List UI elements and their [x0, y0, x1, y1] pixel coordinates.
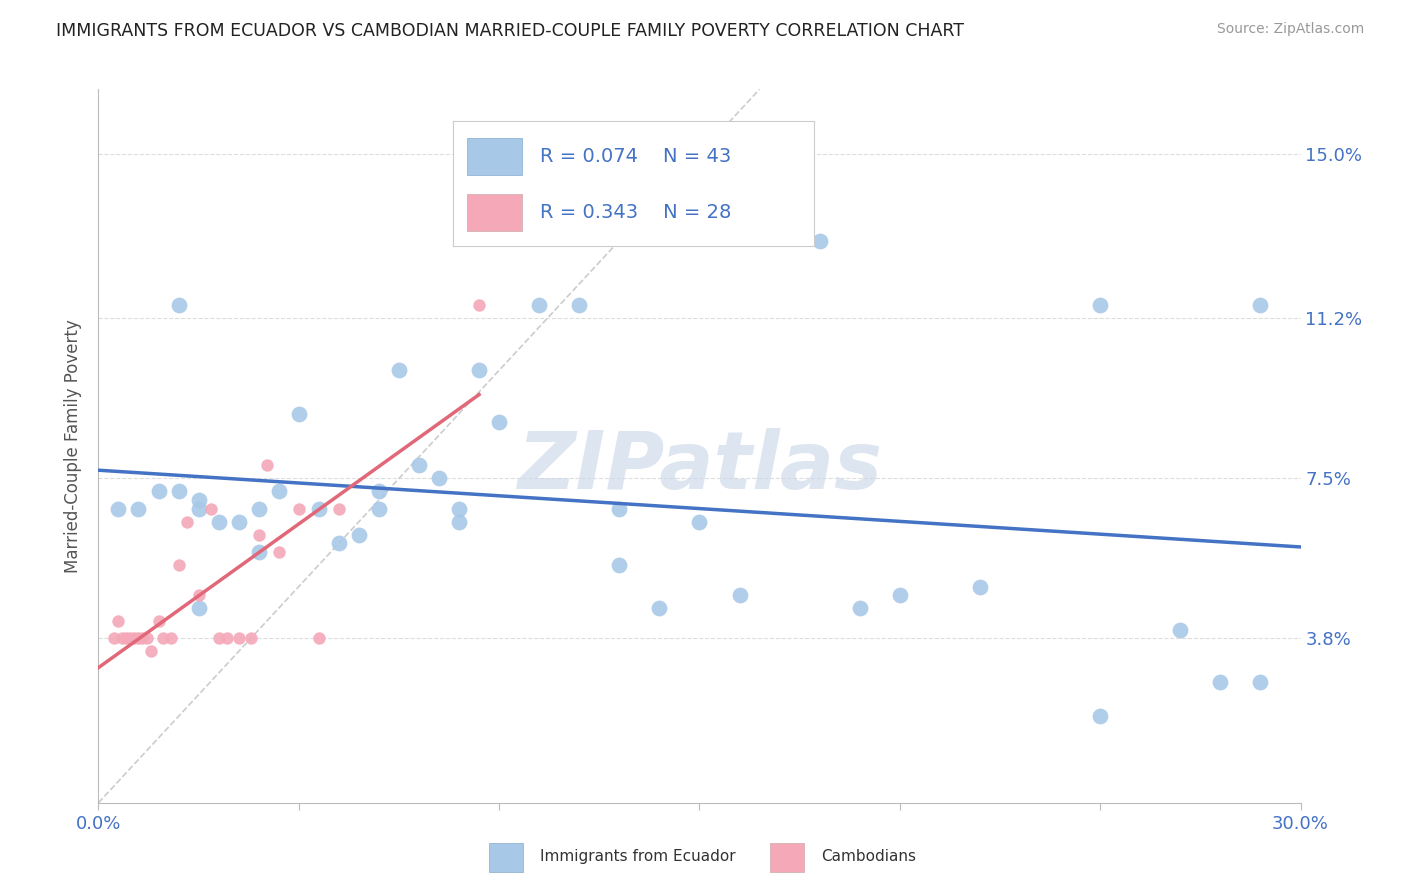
Point — [368, 501, 391, 516]
Point — [568, 298, 591, 312]
Text: Immigrants from Ecuador: Immigrants from Ecuador — [540, 849, 735, 863]
Point — [107, 501, 129, 516]
Point — [328, 536, 350, 550]
Point — [120, 632, 142, 646]
Point — [288, 407, 311, 421]
Point — [131, 632, 153, 646]
Point — [187, 588, 209, 602]
Point — [267, 484, 290, 499]
Point — [208, 515, 231, 529]
Point — [228, 632, 250, 646]
Point — [427, 471, 450, 485]
Point — [167, 558, 190, 572]
Text: Source: ZipAtlas.com: Source: ZipAtlas.com — [1216, 22, 1364, 37]
Point — [215, 632, 238, 646]
Text: ZIPatlas: ZIPatlas — [517, 428, 882, 507]
Point — [689, 515, 711, 529]
Point — [408, 458, 430, 473]
Point — [308, 632, 330, 646]
Point — [107, 614, 129, 628]
Point — [267, 545, 290, 559]
Point — [176, 515, 198, 529]
Point — [128, 501, 150, 516]
Point — [468, 363, 491, 377]
Point — [152, 632, 174, 646]
Point — [368, 484, 391, 499]
Point — [208, 632, 231, 646]
Point — [200, 501, 222, 516]
Point — [648, 601, 671, 615]
Text: IMMIGRANTS FROM ECUADOR VS CAMBODIAN MARRIED-COUPLE FAMILY POVERTY CORRELATION C: IMMIGRANTS FROM ECUADOR VS CAMBODIAN MAR… — [56, 22, 965, 40]
Point — [347, 527, 370, 541]
Point — [103, 632, 125, 646]
Point — [447, 515, 470, 529]
Point — [167, 484, 190, 499]
Point — [969, 580, 991, 594]
Point — [728, 588, 751, 602]
Point — [247, 545, 270, 559]
Point — [159, 632, 181, 646]
Point — [111, 632, 134, 646]
Point — [609, 501, 631, 516]
Point — [187, 601, 209, 615]
Y-axis label: Married-Couple Family Poverty: Married-Couple Family Poverty — [65, 319, 83, 573]
Point — [148, 484, 170, 499]
Point — [1088, 298, 1111, 312]
Point — [128, 632, 150, 646]
Point — [1250, 298, 1272, 312]
Point — [849, 601, 872, 615]
Point — [139, 644, 162, 658]
Point — [247, 527, 270, 541]
Point — [239, 632, 262, 646]
Point — [529, 298, 551, 312]
Point — [1250, 674, 1272, 689]
Point — [1170, 623, 1192, 637]
Point — [187, 493, 209, 508]
Point — [889, 588, 911, 602]
Point — [1209, 674, 1232, 689]
Point — [187, 501, 209, 516]
Point — [609, 558, 631, 572]
Point — [488, 415, 510, 429]
Point — [247, 501, 270, 516]
Point — [328, 501, 350, 516]
Point — [115, 632, 138, 646]
Text: Cambodians: Cambodians — [821, 849, 917, 863]
Point — [124, 632, 146, 646]
Point — [148, 614, 170, 628]
Point — [388, 363, 411, 377]
Point — [288, 501, 311, 516]
Point — [468, 298, 491, 312]
Point — [167, 298, 190, 312]
Point — [228, 515, 250, 529]
Point — [256, 458, 278, 473]
Point — [308, 501, 330, 516]
Point — [447, 501, 470, 516]
Point — [808, 234, 831, 248]
Point — [135, 632, 157, 646]
Point — [1088, 709, 1111, 723]
Bar — [489, 843, 523, 872]
Bar — [770, 843, 804, 872]
